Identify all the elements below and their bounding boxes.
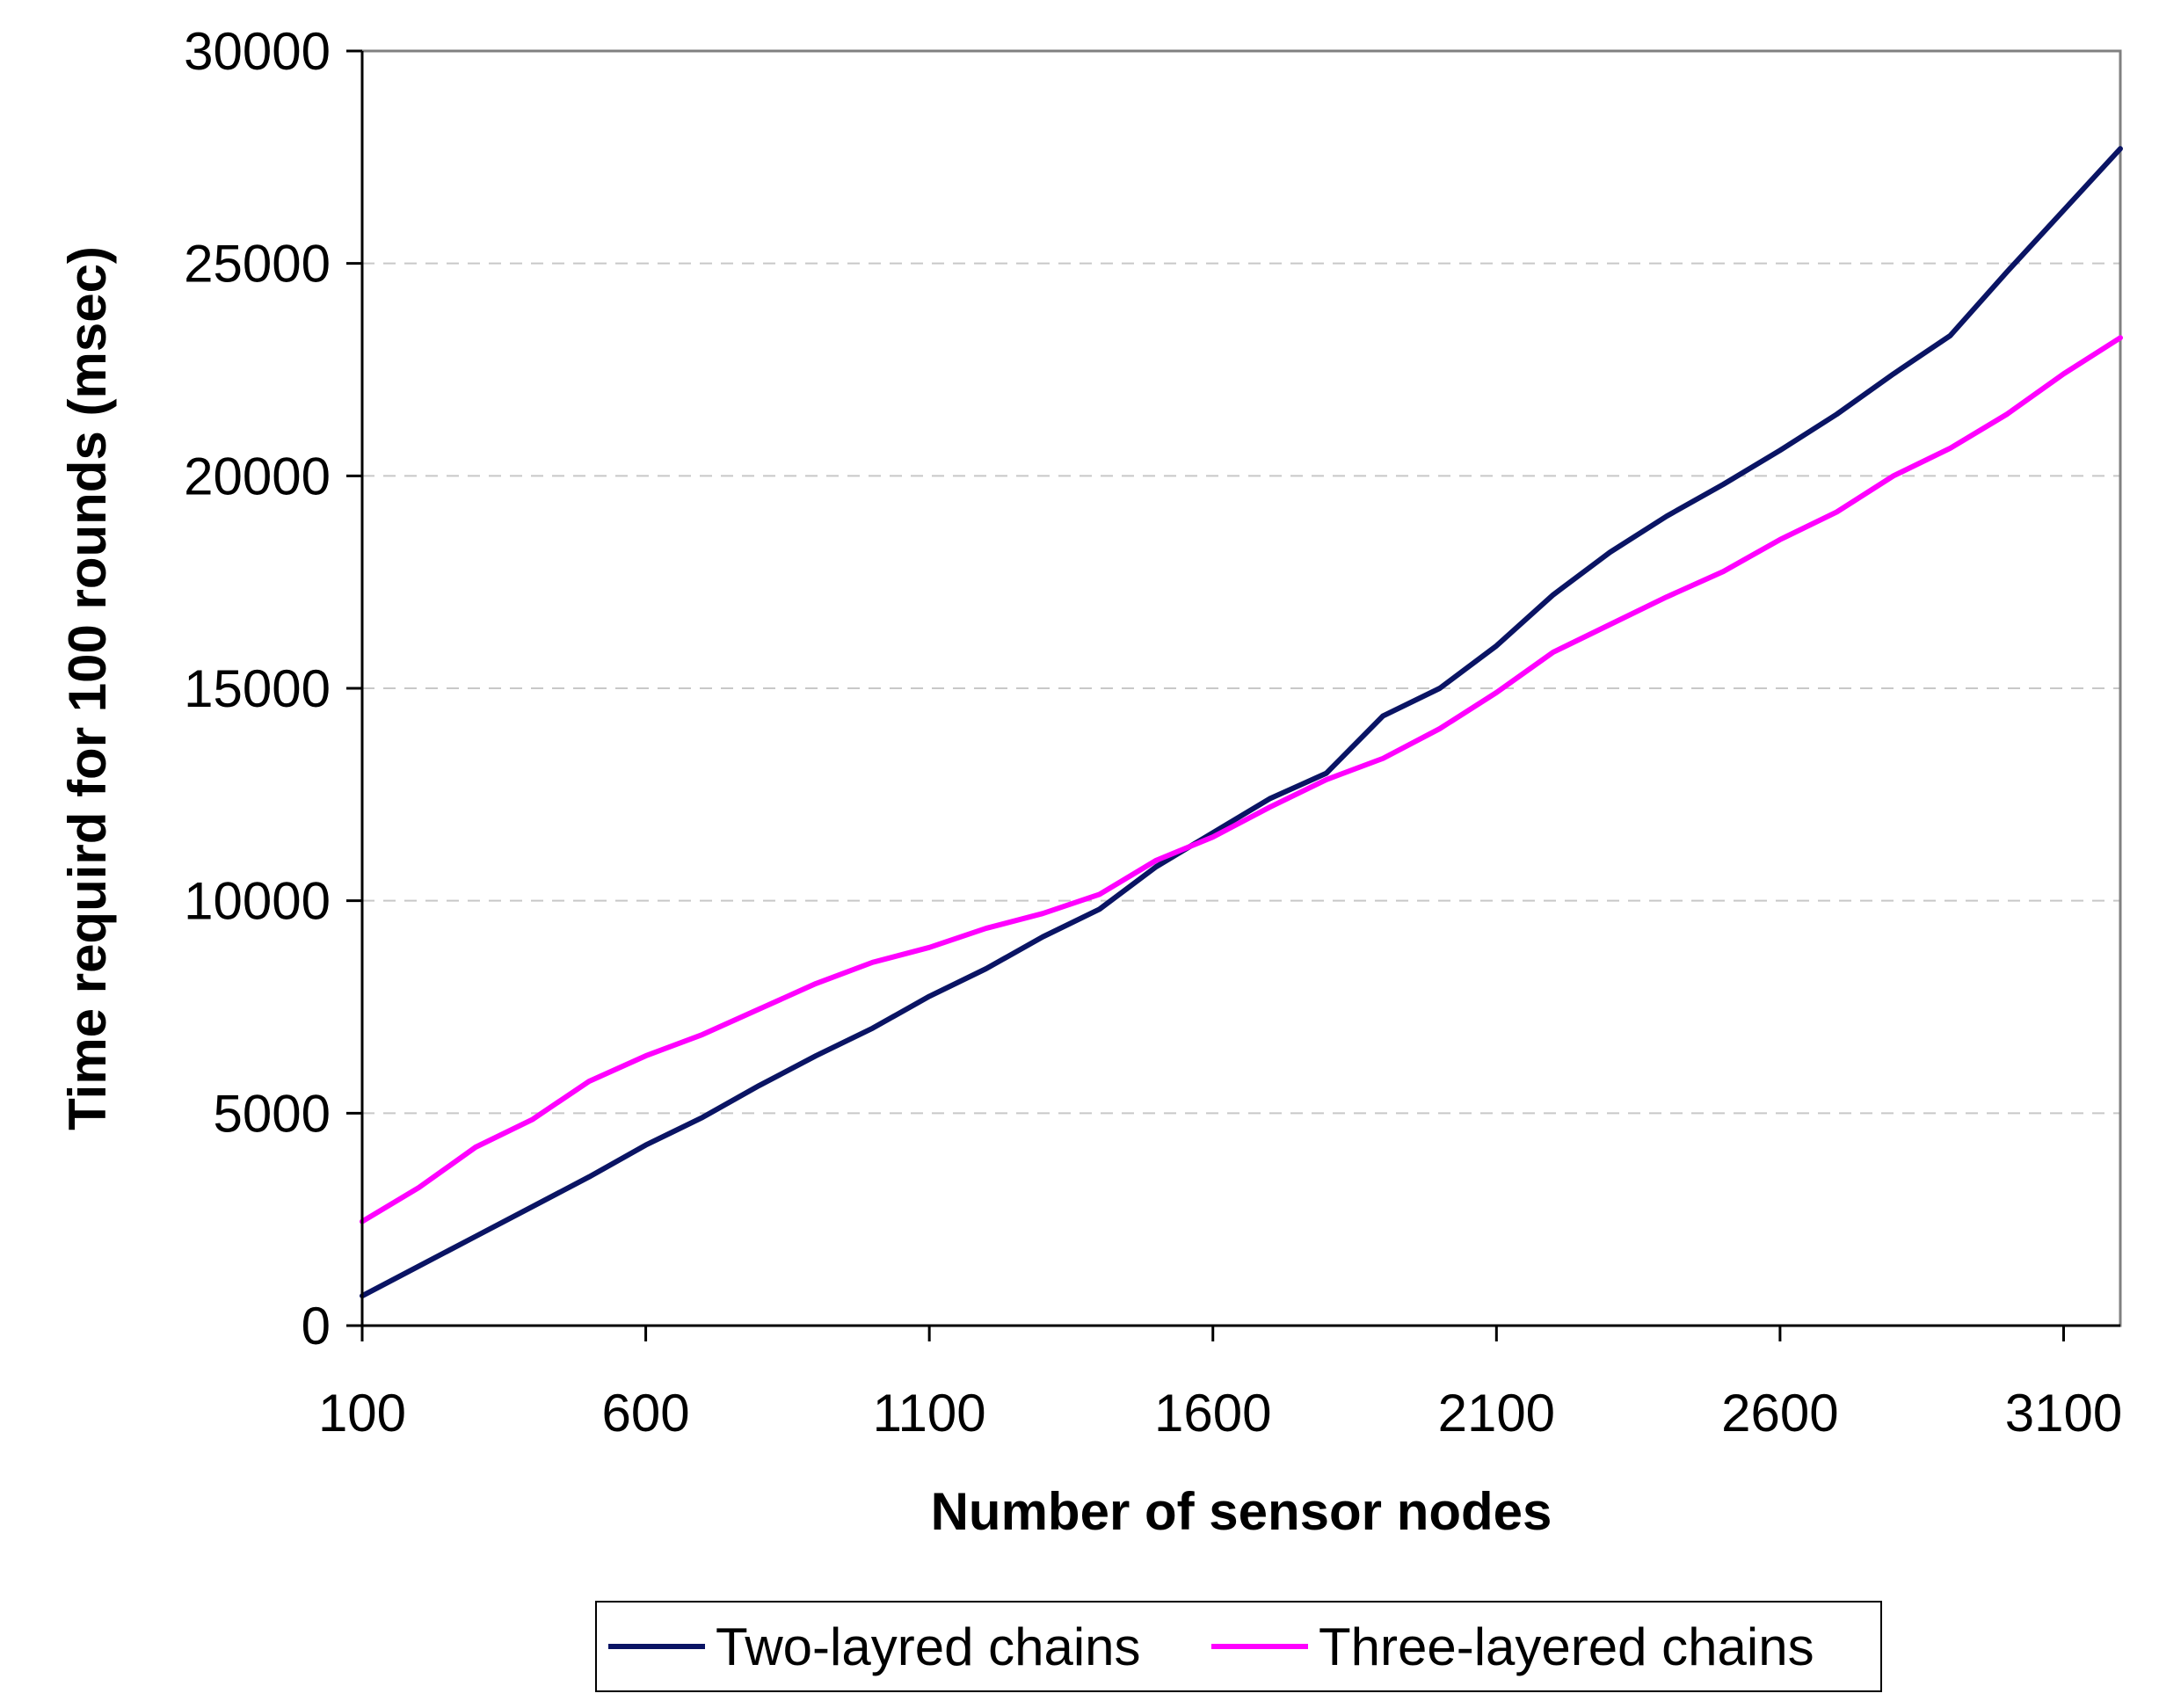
y-tick-label-3: 15000: [184, 659, 331, 718]
series-line-0: [360, 146, 2123, 1299]
gridlines: [362, 262, 2120, 1115]
y-tick-label-2: 10000: [184, 872, 331, 931]
x-tick-label-3: 1600: [1154, 1384, 1271, 1443]
x-axis-ticks: 100 600 1100 1600 2100 2600 3100: [318, 1326, 2122, 1443]
x-tick-label-5: 2600: [1721, 1384, 1838, 1443]
series-line-1: [360, 335, 2123, 1225]
y-tick-label-6: 30000: [184, 22, 331, 81]
legend-label-0: Two-layred chains: [716, 1617, 1141, 1676]
x-tick-label-0: 100: [318, 1384, 406, 1443]
x-tick-label-2: 1100: [873, 1384, 986, 1443]
y-axis-title: Time requird for 100 rounds (msec): [58, 246, 117, 1130]
legend: Two-layred chains Three-layered chains: [595, 1601, 1882, 1692]
y-axis-ticks: 0 5000 10000 15000 20000 25000 30000: [184, 22, 362, 1355]
y-tick-label-0: 0: [302, 1297, 331, 1355]
x-tick-label-6: 3100: [2005, 1384, 2122, 1443]
x-axis-title: Number of sensor nodes: [931, 1482, 1552, 1541]
y-tick-label-5: 25000: [184, 235, 331, 294]
x-tick-label-1: 600: [602, 1384, 690, 1443]
legend-items: Two-layred chains Three-layered chains: [608, 1617, 1814, 1676]
y-tick-label-1: 5000: [214, 1084, 331, 1143]
y-tick-label-4: 20000: [184, 447, 331, 505]
legend-label-1: Three-layered chains: [1319, 1617, 1814, 1676]
x-tick-label-4: 2100: [1438, 1384, 1555, 1443]
series-lines: [360, 146, 2123, 1299]
